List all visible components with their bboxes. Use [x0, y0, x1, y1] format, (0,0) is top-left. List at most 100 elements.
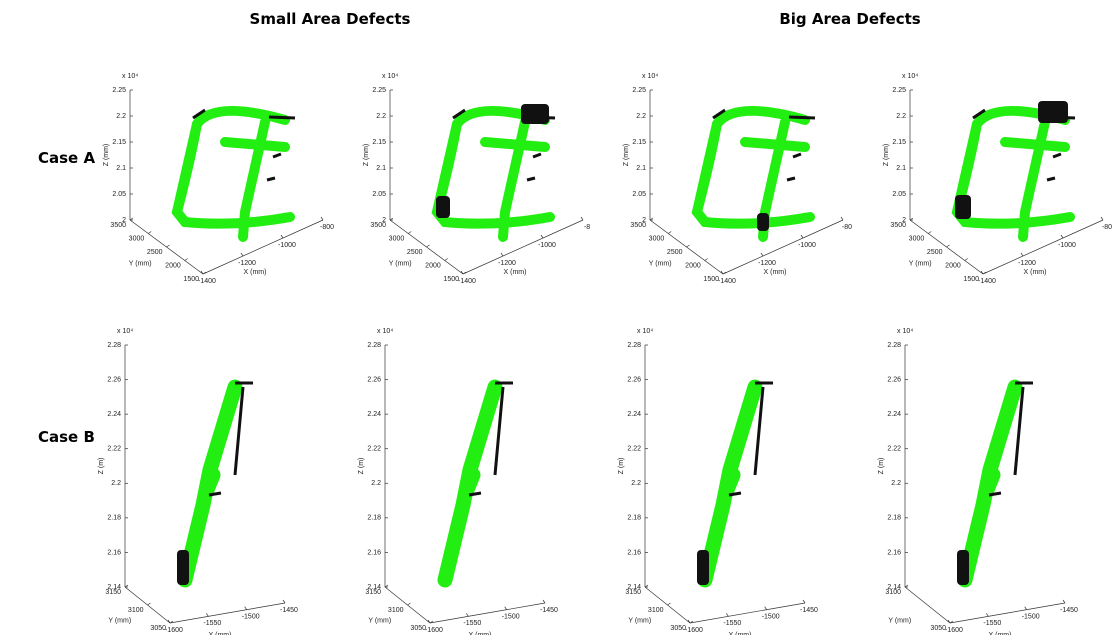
y-tick-label: 2000 [425, 262, 441, 269]
x-tick [801, 235, 803, 238]
x-tick-label: -1500 [242, 614, 260, 621]
axis-multiplier: x 10⁴ [902, 73, 918, 80]
x-tick [505, 607, 507, 610]
z-tick-label: 2.26 [627, 376, 641, 383]
y-tick-label: 3100 [128, 607, 144, 614]
point-cloud [437, 111, 550, 237]
y-tick-label: 3050 [930, 625, 946, 632]
z-axis-label: Z (mm) [103, 144, 110, 167]
defect-region [177, 550, 189, 585]
y-tick-label: 3000 [909, 235, 925, 242]
axis-multiplier: x 10⁴ [382, 73, 398, 80]
axis-multiplier: x 10⁴ [637, 328, 653, 335]
z-tick-label: 2.16 [887, 549, 901, 556]
y-tick-label: 1500 [443, 276, 459, 283]
x-tick [726, 613, 728, 616]
z-tick-label: 2.22 [887, 446, 901, 453]
point-cloud [445, 387, 495, 580]
z-tick-label: 2.28 [627, 342, 641, 349]
z-tick-label: 2.1 [896, 165, 906, 172]
defect-region [697, 550, 709, 585]
x-tick [543, 600, 545, 603]
x-axis-label: X (mm) [244, 269, 267, 276]
z-tick-label: 2.22 [367, 446, 381, 453]
x-tick-label: -1450 [540, 607, 558, 614]
y-tick-label: 3500 [630, 222, 646, 229]
y-axis-label: Y (mm) [129, 261, 152, 268]
x-tick [1101, 217, 1103, 220]
x-tick [281, 235, 283, 238]
z-tick-label: 2.15 [632, 139, 646, 146]
x-tick [241, 253, 243, 256]
x-tick-label: -8 [584, 224, 590, 231]
defect-region [955, 195, 971, 219]
x-tick-label: -1500 [502, 614, 520, 621]
z-tick-label: 2.26 [887, 376, 901, 383]
y-tick-label: 3150 [625, 589, 641, 596]
z-tick-label: 2.18 [887, 515, 901, 522]
x-tick [1061, 235, 1063, 238]
y-tick-label: 3150 [105, 589, 121, 596]
x-tick-label: -1600 [685, 627, 703, 634]
x-axis-label: X (mm) [1024, 269, 1047, 276]
y-tick [965, 259, 968, 261]
point-cloud [965, 387, 1015, 580]
y-tick [408, 232, 411, 234]
y-tick-label: 3100 [388, 607, 404, 614]
x-axis-label: X (mm) [504, 269, 527, 276]
x-tick [1021, 253, 1023, 256]
x-tick-label: -80 [1102, 224, 1112, 231]
x-tick-label: -80 [842, 224, 852, 231]
x-tick-label: -1450 [800, 607, 818, 614]
y-tick [668, 603, 671, 605]
z-tick-label: 2.16 [627, 549, 641, 556]
y-tick [687, 245, 690, 247]
z-tick-label: 2.18 [367, 515, 381, 522]
z-tick-label: 2.2 [116, 113, 126, 120]
z-tick-label: 2.24 [107, 411, 121, 418]
column-header: Small Area Defects [250, 10, 411, 28]
y-axis-label: Y (mm) [649, 261, 672, 268]
x-tick [501, 253, 503, 256]
y-axis-label: Y (mm) [628, 618, 651, 625]
x-tick-label: -1550 [983, 620, 1001, 627]
point-cloud [957, 111, 1070, 237]
y-axis [905, 587, 950, 623]
z-tick-label: 2.18 [627, 515, 641, 522]
y-tick [185, 259, 188, 261]
defect-region [1038, 101, 1068, 123]
z-axis-label: Z (m) [358, 458, 365, 475]
plot-panel: x 10⁴2.282.262.242.222.22.182.162.14Z (m… [98, 328, 298, 635]
y-tick-label: 3150 [365, 589, 381, 596]
x-tick-label: -1200 [1018, 260, 1036, 267]
x-tick-label: -1000 [538, 242, 556, 249]
x-tick-label: -800 [320, 224, 334, 231]
z-tick-label: 2.16 [107, 549, 121, 556]
z-tick-label: 2.2 [891, 480, 901, 487]
x-axis-label: X (mm) [764, 269, 787, 276]
x-tick-label: -1400 [978, 278, 996, 285]
x-axis [170, 603, 285, 623]
z-tick-label: 2.2 [371, 480, 381, 487]
z-tick-label: 2.22 [107, 446, 121, 453]
x-tick [841, 217, 843, 220]
x-tick-label: -1600 [945, 627, 963, 634]
z-tick-label: 2.15 [372, 139, 386, 146]
x-tick-label: -1500 [1022, 614, 1040, 621]
x-tick-label: -1000 [278, 242, 296, 249]
x-tick-label: -1450 [1060, 607, 1078, 614]
y-tick-label: 3050 [670, 625, 686, 632]
x-tick-label: -1400 [718, 278, 736, 285]
y-tick-label: 3100 [648, 607, 664, 614]
z-tick-label: 2.28 [367, 342, 381, 349]
z-tick-label: 2.25 [112, 87, 126, 94]
x-tick-label: -1400 [198, 278, 216, 285]
y-tick-label: 1500 [703, 276, 719, 283]
z-tick-label: 2.2 [111, 480, 121, 487]
z-tick-label: 2.25 [372, 87, 386, 94]
column-header: Big Area Defects [779, 10, 920, 28]
z-tick-label: 2.05 [632, 191, 646, 198]
axis-multiplier: x 10⁴ [377, 328, 393, 335]
